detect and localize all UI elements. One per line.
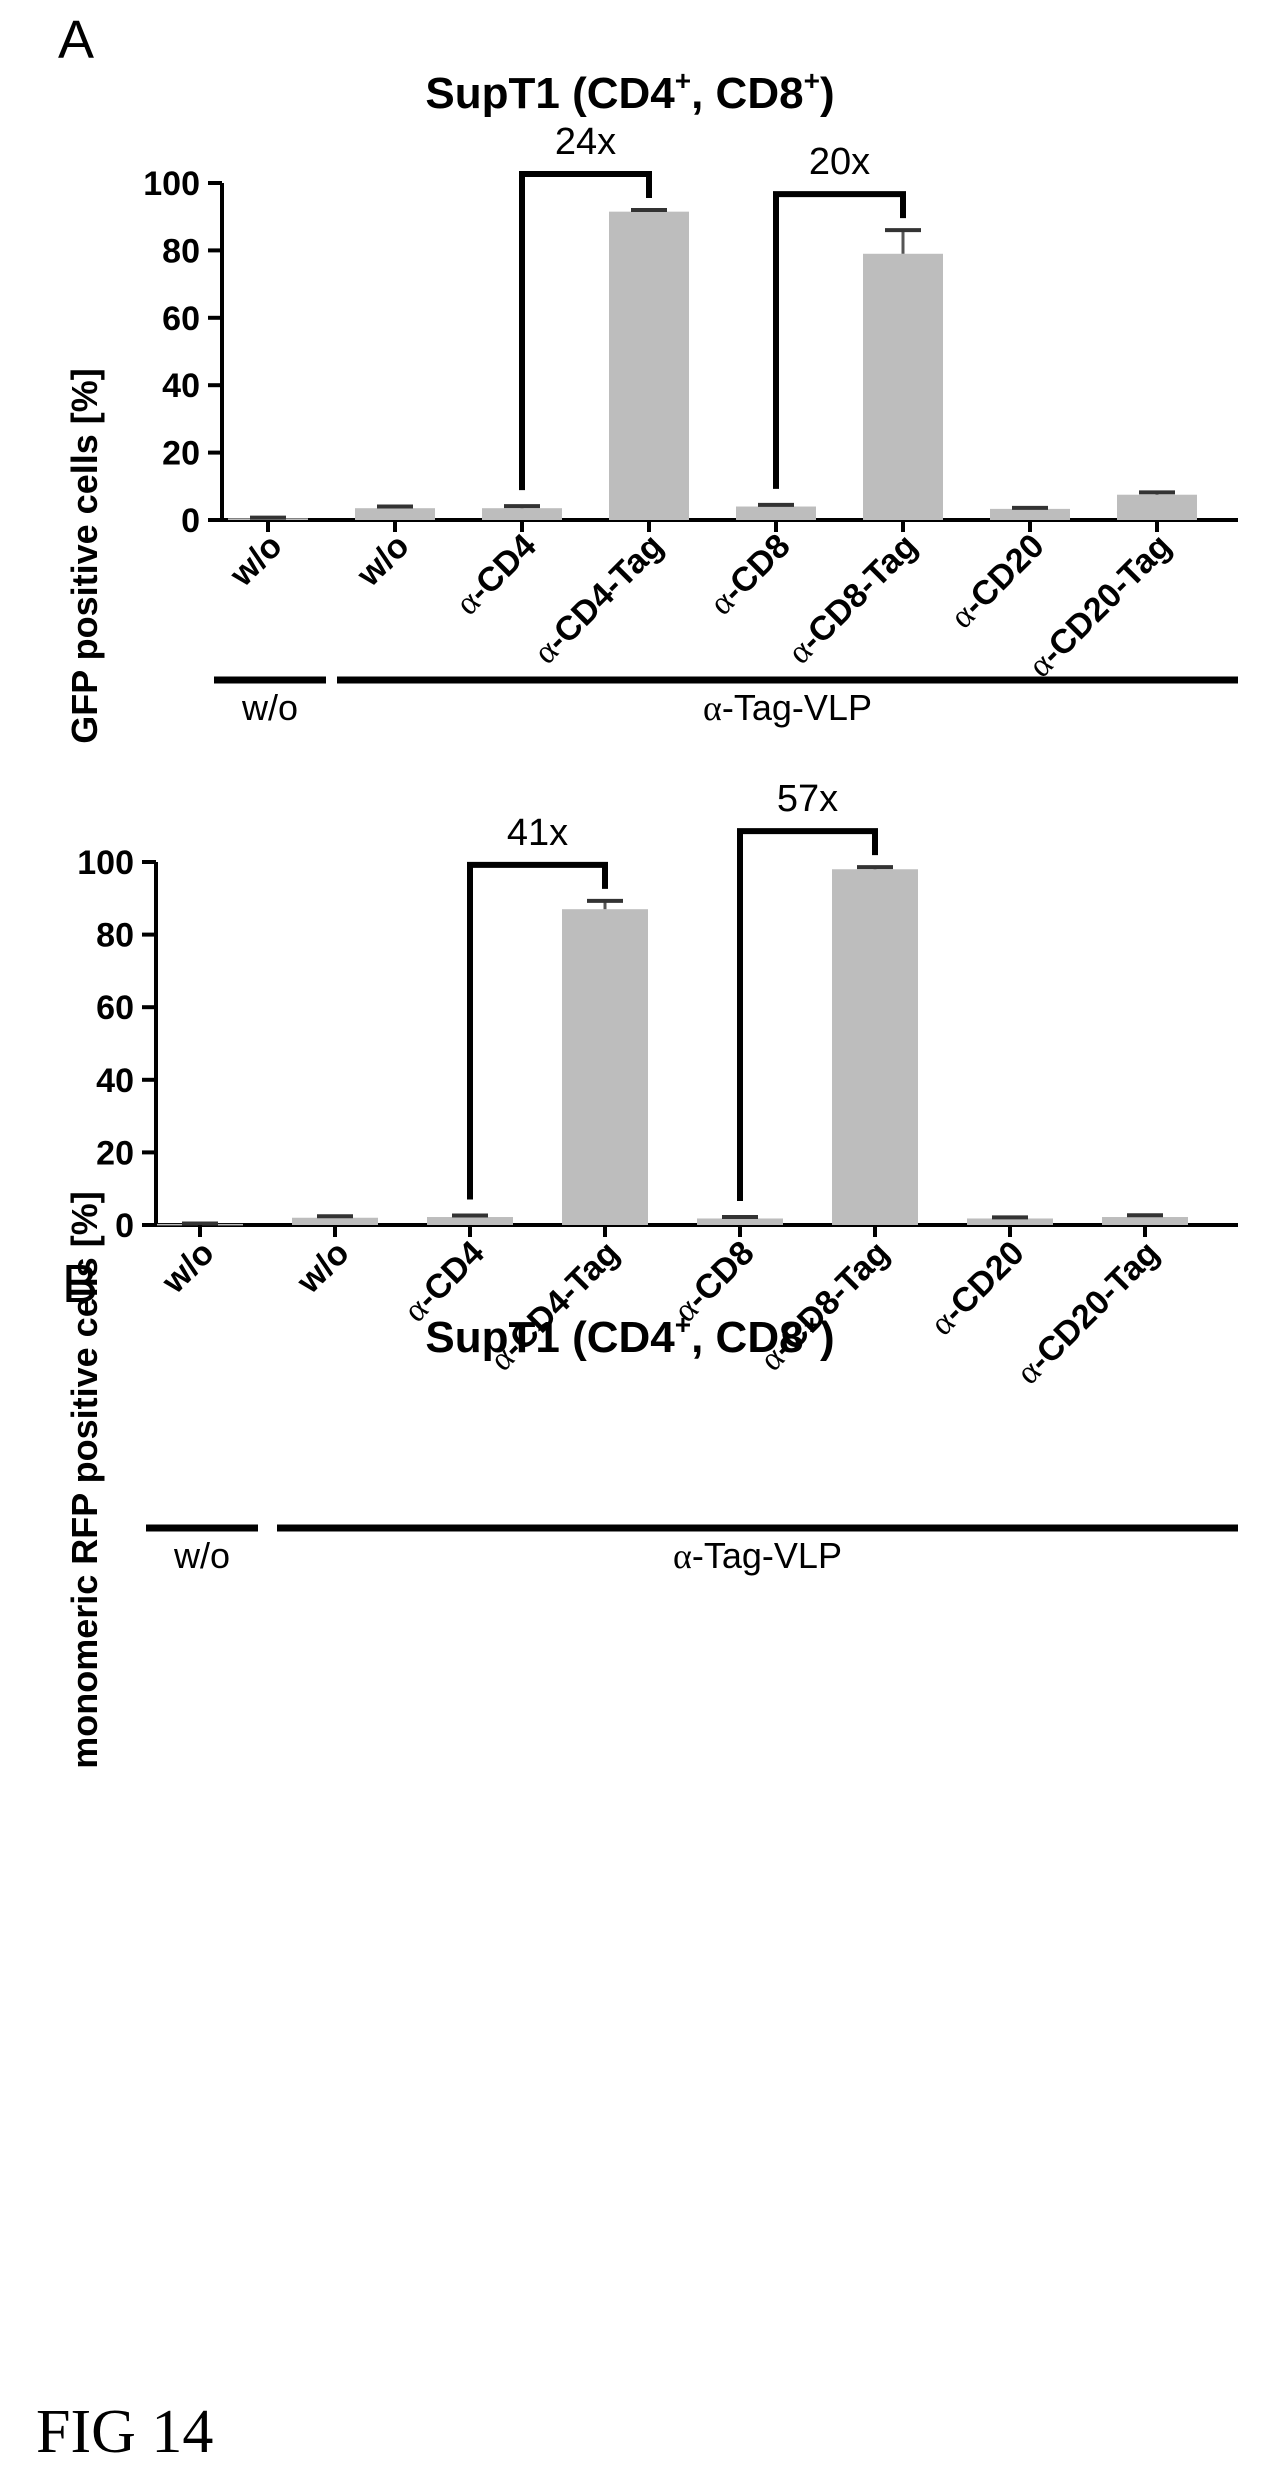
comparison-bracket: [519, 170, 652, 491]
y-tick-label: 20: [96, 1134, 134, 1172]
x-tick-label: w/o: [154, 1234, 222, 1302]
bar: [736, 506, 816, 520]
panel-b-label: B: [62, 1254, 98, 1314]
bar: [355, 508, 435, 520]
y-tick-label: 100: [77, 844, 134, 882]
x-tick-label: α-CD4: [448, 527, 544, 623]
bar: [990, 508, 1070, 520]
fold-change-label: 24x: [555, 121, 616, 163]
x-tick-label: α-CD20: [943, 527, 1052, 636]
y-tick-label: 80: [96, 917, 134, 955]
x-tick-label: α-CD8-Tag: [780, 527, 925, 672]
bar: [609, 211, 689, 520]
y-tick-label: 60: [96, 989, 134, 1027]
fold-change-label: 57x: [777, 778, 838, 820]
y-tick-label: 20: [162, 435, 200, 473]
bar: [863, 253, 943, 520]
panel-a-y-axis-label: GFP positive cells [%]: [64, 368, 105, 743]
y-tick-label: 40: [96, 1062, 134, 1100]
bar: [1117, 494, 1197, 520]
fold-change-label: 41x: [507, 812, 568, 854]
comparison-bracket: [773, 191, 906, 489]
panel-b-title: SupT1 (CD4+, CD8+): [425, 1309, 834, 1362]
y-tick-label: 0: [181, 502, 200, 540]
bar: [562, 909, 648, 1225]
y-tick-label: 0: [115, 1207, 134, 1245]
y-tick-label: 40: [162, 367, 200, 405]
y-tick-label: 100: [143, 165, 200, 203]
bar: [697, 1218, 783, 1225]
bar: [832, 869, 918, 1225]
group-label: α-Tag-VLP: [703, 687, 872, 728]
figure-label: FIG 14: [36, 2398, 213, 2466]
bar: [967, 1218, 1053, 1225]
bar: [482, 508, 562, 520]
x-tick-label: α-CD20-Tag: [1009, 1234, 1167, 1392]
bar: [427, 1217, 513, 1225]
y-tick-label: 60: [162, 300, 200, 338]
comparison-bracket: [467, 861, 608, 1200]
y-tick-label: 80: [162, 232, 200, 270]
group-label: α-Tag-VLP: [673, 1535, 842, 1576]
panel-a-label: A: [58, 10, 94, 70]
panel-a: A SupT1 (CD4+, CD8+) GFP positive cells …: [58, 10, 1238, 744]
bar: [1102, 1217, 1188, 1225]
x-tick-label: α-CD8: [702, 527, 798, 623]
fold-change-label: 20x: [809, 141, 870, 183]
x-tick-label: w/o: [222, 527, 290, 595]
panel-b: B SupT1 (CD4+, CD8+) monomeric RFP posit…: [62, 778, 1238, 1769]
comparison-bracket: [737, 828, 878, 1202]
x-tick-label: α-CD20: [923, 1234, 1032, 1343]
panel-b-y-axis-label: monomeric RFP positive cells [%]: [64, 1191, 105, 1769]
x-tick-label: w/o: [349, 527, 417, 595]
group-label: w/o: [241, 687, 298, 728]
x-tick-label: w/o: [289, 1234, 357, 1302]
bar: [292, 1217, 378, 1225]
panel-a-title: SupT1 (CD4+, CD8+): [425, 65, 834, 118]
x-tick-label: α-CD4-Tag: [526, 527, 671, 672]
group-label: w/o: [173, 1535, 230, 1576]
